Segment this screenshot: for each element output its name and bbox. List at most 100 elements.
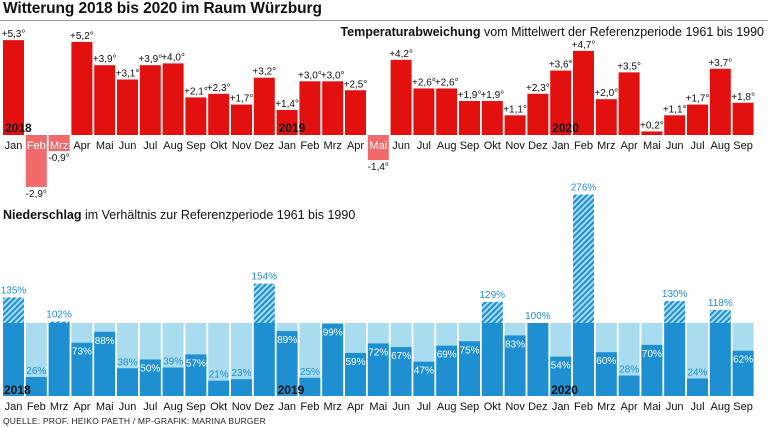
precipitation-value-label: 39% [163, 357, 183, 368]
temperature-value-label: +4,0° [161, 52, 185, 63]
precipitation-value-label: 54% [551, 361, 571, 372]
temperature-bar [459, 100, 480, 135]
temperature-value-label: +2,6° [412, 77, 436, 88]
precipitation-month-label: Mai [369, 401, 387, 413]
precipitation-value-label: 23% [231, 368, 251, 379]
temperature-month-label: Jan [278, 140, 296, 152]
precipitation-bar [481, 323, 503, 396]
precipitation-bar [208, 380, 230, 396]
temperature-chart: +5,3°-2,9°-0,9°+5,2°+3,9°+3,1°+3,9° +4,0°… [2, 29, 755, 200]
precipitation-value-label: 26% [26, 366, 46, 377]
precipitation-bar [504, 335, 526, 396]
precipitation-value-label: 75% [459, 345, 479, 356]
precipitation-year-label: 2020 [551, 383, 578, 397]
precipitation-value-label: 88% [95, 336, 115, 347]
precipitation-month-label: Aug [163, 401, 183, 413]
precipitation-value-label: 89% [277, 335, 297, 346]
precipitation-bar [595, 352, 617, 396]
temperature-month-label: Apr [621, 140, 638, 152]
temperature-month-label: Jan [552, 140, 570, 152]
precipitation-bar [687, 378, 708, 396]
precipitation-value-label: 24% [687, 367, 707, 378]
temperature-month-label: Nov [232, 140, 252, 152]
temperature-bar [162, 63, 184, 135]
temperature-year-label: 2018 [5, 121, 32, 135]
temperature-bar [595, 99, 617, 135]
precipitation-bar [25, 377, 47, 396]
precipitation-month-label: Sep [733, 401, 753, 413]
temperature-bar [481, 100, 503, 135]
precipitation-month-label: Jul [690, 401, 704, 413]
precipitation-month-label: Jun [119, 401, 137, 413]
temperature-bar [139, 65, 161, 135]
precipitation-month-label: Apr [347, 401, 364, 413]
precipitation-value-label: 73% [72, 347, 92, 358]
precipitation-month-label: Dez [528, 401, 548, 413]
title-divider [0, 20, 768, 21]
temperature-month-label: Mrz [597, 140, 615, 152]
temperature-month-label: Mrz [324, 140, 342, 152]
temperature-month-label: Apr [73, 140, 90, 152]
precipitation-month-label: Feb [27, 401, 46, 413]
precipitation-month-label: Sep [460, 401, 480, 413]
precipitation-bar [573, 323, 594, 396]
temperature-month-label: Nov [505, 140, 525, 152]
temperature-bar [664, 115, 686, 135]
precipitation-month-label: Aug [437, 401, 457, 413]
precipitation-subtitle-bold: Niederschlag [3, 208, 82, 222]
temperature-value-label: +3,5° [617, 61, 641, 72]
precipitation-month-label: Nov [505, 401, 525, 413]
precipitation-month-label: Feb [574, 401, 593, 413]
precipitation-year-label: 2019 [278, 383, 305, 397]
precipitation-value-label: 130% [662, 289, 688, 300]
precipitation-excess-bar [664, 301, 686, 323]
temperature-value-label: -0,9° [48, 153, 69, 164]
temperature-month-label: Jul [690, 140, 704, 152]
temperature-value-label: +1,8° [731, 92, 755, 103]
temperature-bar [322, 81, 344, 135]
temperature-bar [527, 93, 549, 135]
precipitation-bar [94, 331, 116, 396]
temperature-bar [390, 59, 412, 135]
precipitation-value-label: 60% [596, 356, 616, 367]
precipitation-excess-bar [253, 283, 275, 323]
precipitation-value-label: 67% [391, 351, 411, 362]
temperature-bar [413, 88, 435, 135]
temperature-bar [276, 109, 298, 135]
temperature-month-label: Dez [255, 140, 275, 152]
precipitation-value-label: 69% [437, 350, 457, 361]
temperature-value-label: +3,9° [93, 54, 117, 65]
precipitation-month-label: Mai [643, 401, 661, 413]
temperature-bar [436, 88, 458, 135]
precipitation-month-label: Mrz [50, 401, 68, 413]
precipitation-subtitle-rest: im Verhältnis zur Referenzperiode 1961 b… [81, 208, 356, 222]
temperature-month-label: Mai [96, 140, 114, 152]
temperature-month-label: Jun [119, 140, 137, 152]
precipitation-value-label: 57% [186, 358, 206, 369]
temperature-bar [687, 104, 708, 135]
precipitation-bar [390, 347, 412, 396]
temperature-month-label: Mai [369, 140, 387, 152]
precipitation-value-label: 21% [209, 370, 229, 381]
precipitation-month-label: Mrz [597, 401, 615, 413]
precipitation-bar [162, 367, 184, 396]
temperature-bar [367, 135, 389, 161]
temperature-bar [641, 131, 663, 135]
precipitation-reference-bar [687, 323, 708, 396]
precipitation-value-label: 99% [323, 328, 343, 339]
temperature-bar [208, 93, 230, 135]
precipitation-excess-bar [709, 309, 731, 323]
precipitation-excess-bar [573, 194, 594, 323]
precipitation-month-label: Aug [711, 401, 731, 413]
temperature-month-label: Jun [392, 140, 410, 152]
temperature-value-label: +3,7° [708, 58, 732, 69]
temperature-value-label: +5,3° [2, 29, 26, 40]
temperature-month-label: Jan [5, 140, 23, 152]
precipitation-bar [550, 356, 572, 396]
temperature-month-label: Okt [210, 140, 227, 152]
temperature-month-label: Sep [186, 140, 206, 152]
temperature-month-label: Feb [574, 140, 593, 152]
precipitation-excess-bar [48, 321, 70, 323]
temperature-year-label: 2019 [279, 121, 306, 135]
